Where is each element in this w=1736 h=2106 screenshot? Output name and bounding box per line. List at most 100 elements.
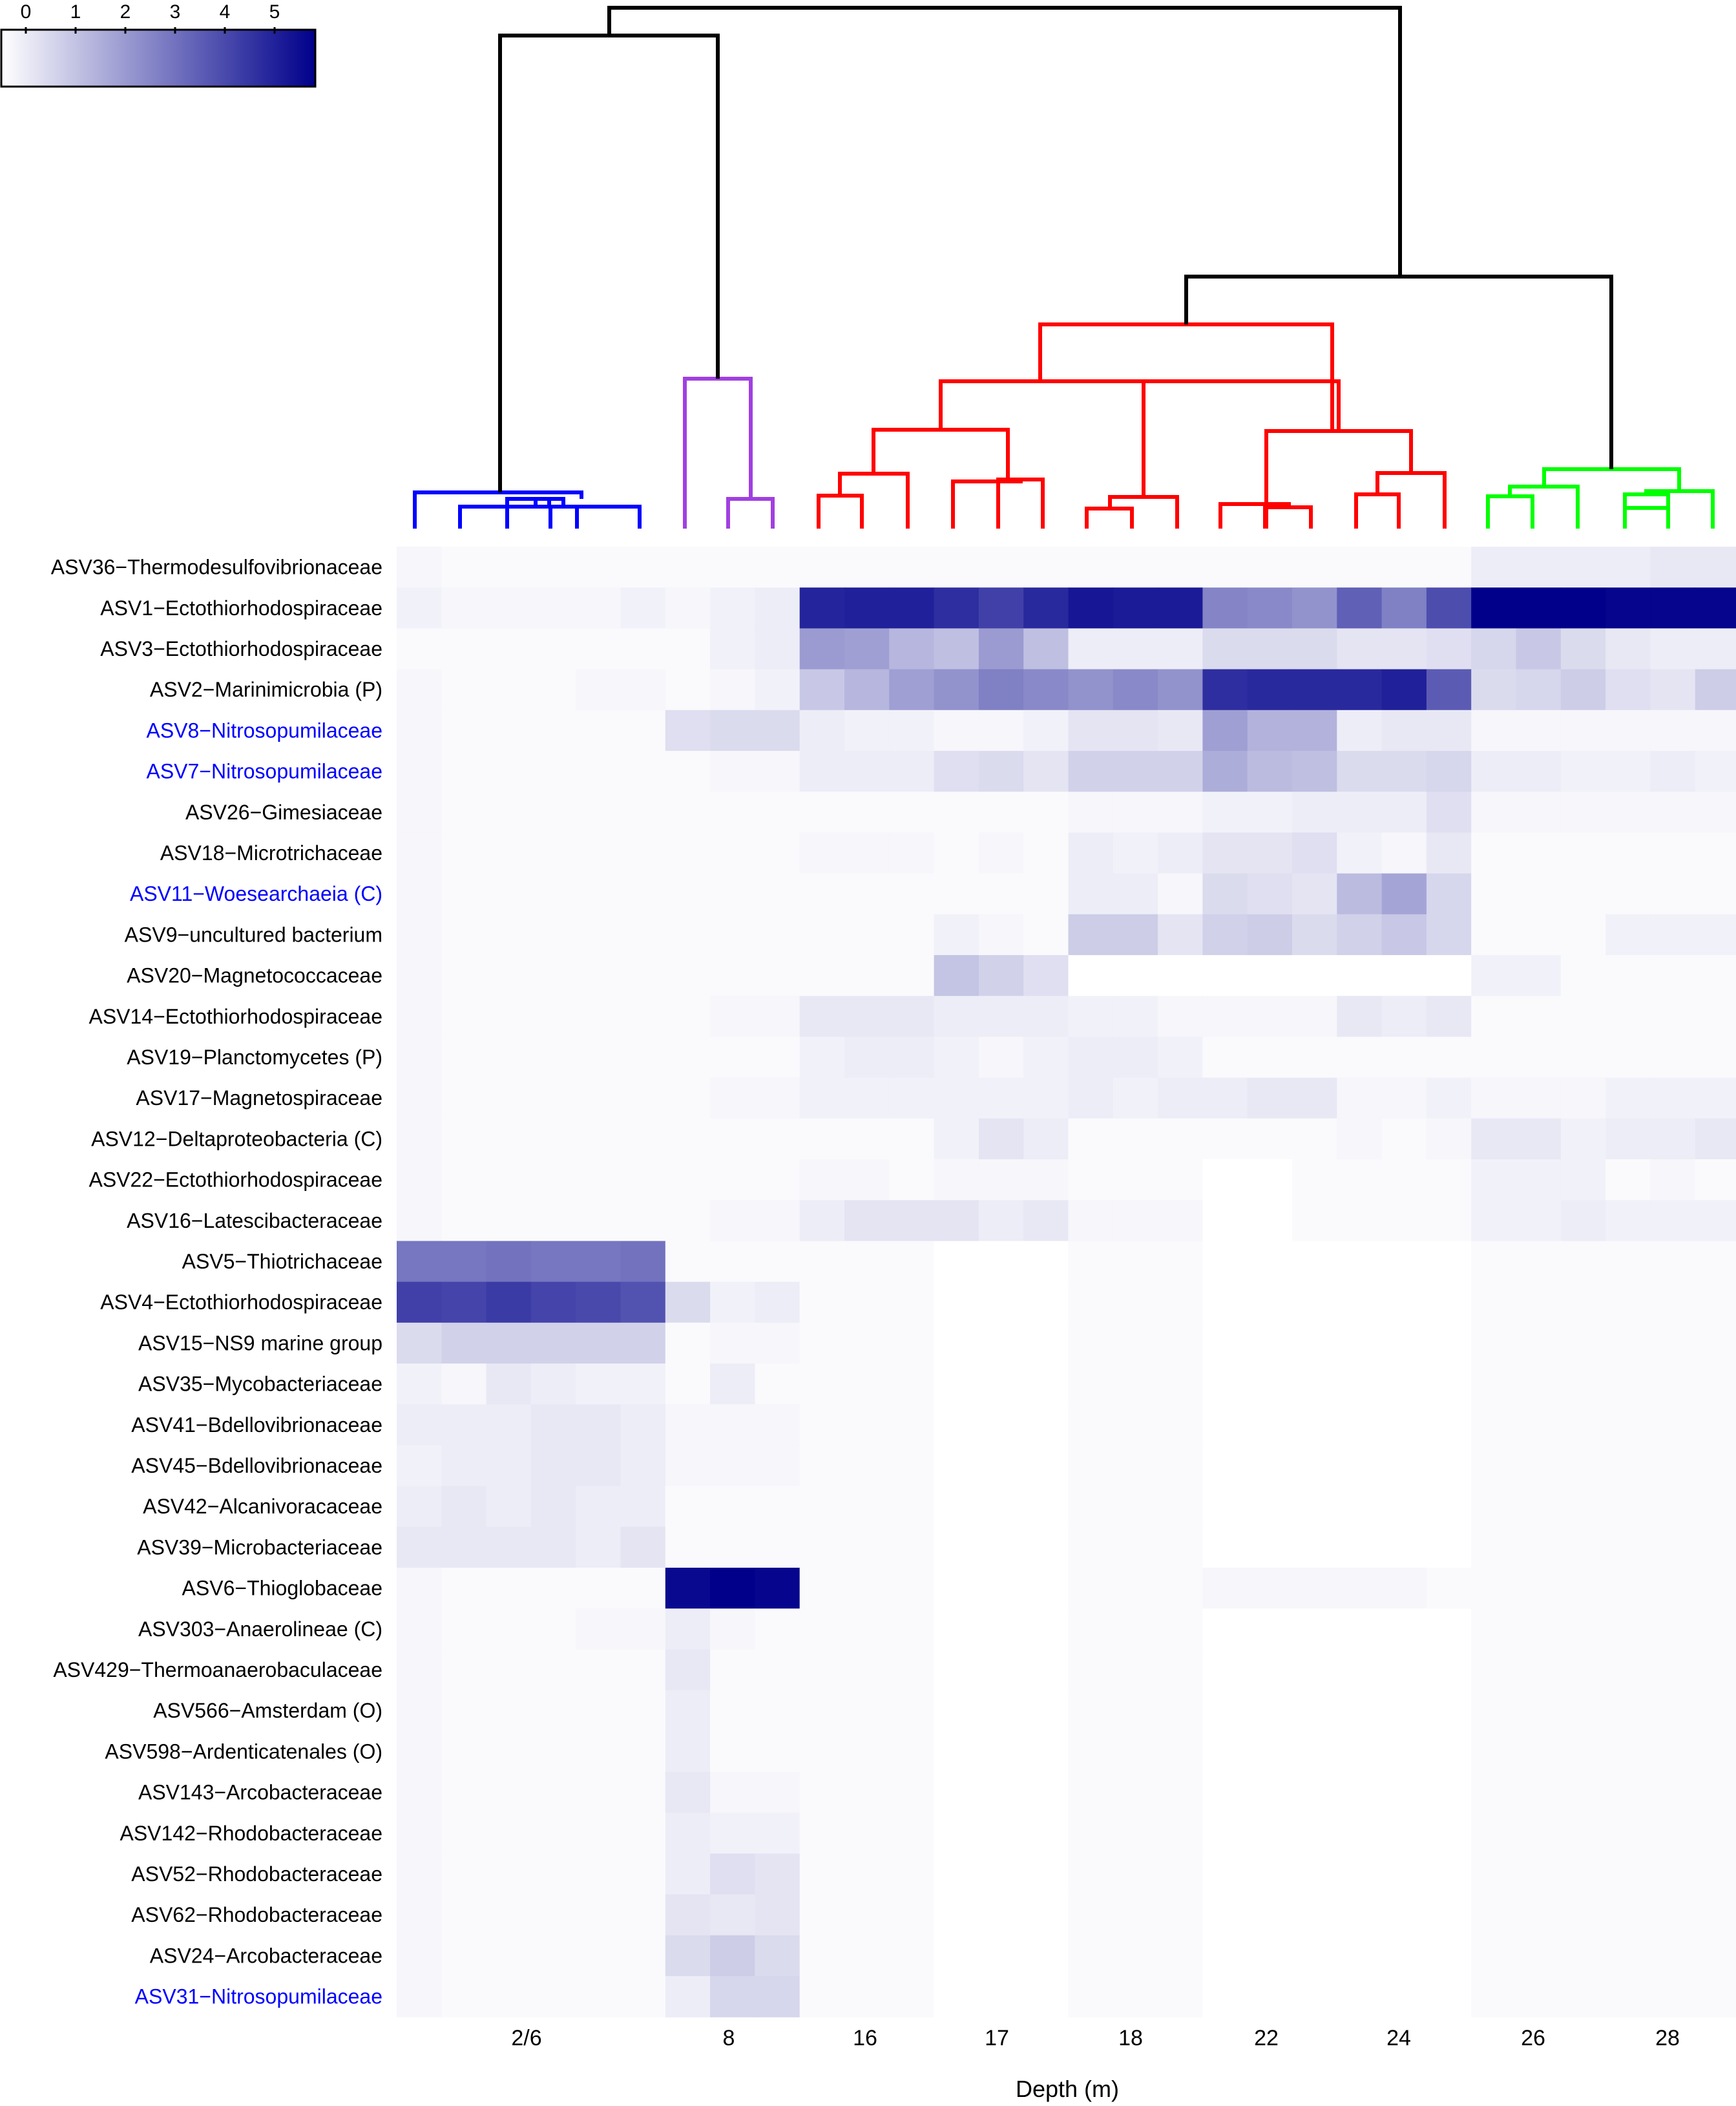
heatmap-cell xyxy=(1381,628,1427,670)
heatmap-cell xyxy=(1337,628,1383,670)
heatmap-cell xyxy=(755,1853,800,1895)
heatmap-cell xyxy=(978,1486,1024,1528)
heatmap-cell xyxy=(1650,914,1696,956)
heatmap-cell xyxy=(1337,955,1383,996)
heatmap-cell xyxy=(1650,1241,1696,1283)
heatmap-cell xyxy=(1426,914,1472,956)
heatmap-cell xyxy=(1023,996,1069,1037)
row-label: ASV35−Mycobacteriaceae xyxy=(138,1373,382,1396)
heatmap-cell xyxy=(397,1568,442,1609)
heatmap-cell xyxy=(530,669,576,711)
heatmap-cell xyxy=(1337,1486,1383,1528)
heatmap-cell xyxy=(620,1853,666,1895)
heatmap-cell xyxy=(1113,547,1158,588)
heatmap-cell xyxy=(755,1976,800,2017)
heatmap-cell xyxy=(665,1772,711,1813)
heatmap-cell xyxy=(755,1894,800,1936)
heatmap-cell xyxy=(889,996,935,1037)
heatmap-cell xyxy=(1202,1404,1248,1446)
heatmap-cell xyxy=(1560,1935,1606,1977)
heatmap-cell xyxy=(397,955,442,996)
heatmap-cell xyxy=(486,1281,532,1323)
heatmap-cell xyxy=(620,1690,666,1732)
x-tick-label: 17 xyxy=(985,2026,1009,2050)
heatmap-cell xyxy=(1337,1364,1383,1405)
heatmap-cell xyxy=(397,1486,442,1528)
dendrogram-link xyxy=(1142,379,1341,497)
heatmap-cell xyxy=(1426,1690,1472,1732)
heatmap-cell xyxy=(1695,873,1736,915)
heatmap-cell xyxy=(755,628,800,670)
heatmap-cell xyxy=(1113,1568,1158,1609)
heatmap-cell xyxy=(978,914,1024,956)
heatmap-cell xyxy=(934,1486,979,1528)
heatmap-cell xyxy=(576,1526,622,1568)
heatmap-cell xyxy=(1426,1241,1472,1283)
heatmap-cell xyxy=(1381,914,1427,956)
heatmap-cell xyxy=(755,710,800,752)
heatmap-cell xyxy=(1695,1690,1736,1732)
heatmap-cell xyxy=(1158,1322,1203,1364)
heatmap-cell xyxy=(1247,1118,1293,1160)
heatmap-cell xyxy=(665,1241,711,1283)
heatmap-cell xyxy=(1695,1118,1736,1160)
heatmap-cell xyxy=(1023,873,1069,915)
heatmap-cell xyxy=(1381,1159,1427,1201)
heatmap-cell xyxy=(844,1894,890,1936)
heatmap-cell xyxy=(1292,628,1337,670)
scale-tick-label: 3 xyxy=(170,1,181,23)
heatmap-cell xyxy=(1202,1608,1248,1650)
heatmap-cell xyxy=(1113,1281,1158,1323)
heatmap-cell xyxy=(530,955,576,996)
heatmap-cell xyxy=(889,751,935,792)
heatmap-cell xyxy=(1426,1364,1472,1405)
heatmap-cell xyxy=(1068,1322,1114,1364)
heatmap-cell xyxy=(397,1731,442,1773)
heatmap-cell xyxy=(1381,1200,1427,1241)
heatmap-cell xyxy=(1650,1731,1696,1773)
heatmap-cell xyxy=(1605,587,1651,629)
heatmap-cell xyxy=(710,996,755,1037)
heatmap-cell xyxy=(576,1935,622,1977)
heatmap-cell xyxy=(1113,1649,1158,1691)
heatmap-cell xyxy=(799,1608,845,1650)
heatmap-cell xyxy=(397,1935,442,1977)
heatmap-cell xyxy=(889,669,935,711)
heatmap-cell xyxy=(1023,1894,1069,1936)
heatmap-cell xyxy=(1560,1894,1606,1936)
heatmap-cell xyxy=(1560,1690,1606,1732)
heatmap-cell xyxy=(1023,628,1069,670)
heatmap-cell xyxy=(530,547,576,588)
heatmap-cell xyxy=(1023,1526,1069,1568)
heatmap-cell xyxy=(1560,1976,1606,2017)
heatmap-cell xyxy=(665,1364,711,1405)
heatmap-cell xyxy=(1113,832,1158,874)
heatmap-cell xyxy=(1247,914,1293,956)
heatmap-cell xyxy=(1471,1526,1517,1568)
heatmap-cell xyxy=(844,1853,890,1895)
heatmap-cell xyxy=(978,1935,1024,1977)
heatmap-cell xyxy=(1605,1526,1651,1568)
heatmap-cell xyxy=(620,914,666,956)
heatmap-cell xyxy=(844,955,890,996)
heatmap-cell xyxy=(1650,710,1696,752)
heatmap-cell xyxy=(889,1976,935,2017)
heatmap-cell xyxy=(1605,914,1651,956)
heatmap-cell xyxy=(934,1690,979,1732)
x-tick-label: 2/6 xyxy=(511,2026,541,2050)
heatmap-cell xyxy=(1202,1200,1248,1241)
heatmap-cell xyxy=(1068,1445,1114,1487)
heatmap-cell xyxy=(844,1159,890,1201)
heatmap-cell xyxy=(1605,1568,1651,1609)
heatmap-cell xyxy=(397,1853,442,1895)
heatmap-cell xyxy=(1292,1445,1337,1487)
heatmap-cell xyxy=(1113,1200,1158,1241)
heatmap-cell xyxy=(665,1853,711,1895)
dendrogram-link xyxy=(951,479,1023,529)
heatmap-cell xyxy=(1695,1649,1736,1691)
dendrogram-link xyxy=(1623,494,1670,529)
heatmap-cell xyxy=(889,792,935,833)
heatmap-cell xyxy=(1605,1731,1651,1773)
heatmap-cell xyxy=(799,710,845,752)
dendrogram-link xyxy=(939,379,1241,430)
